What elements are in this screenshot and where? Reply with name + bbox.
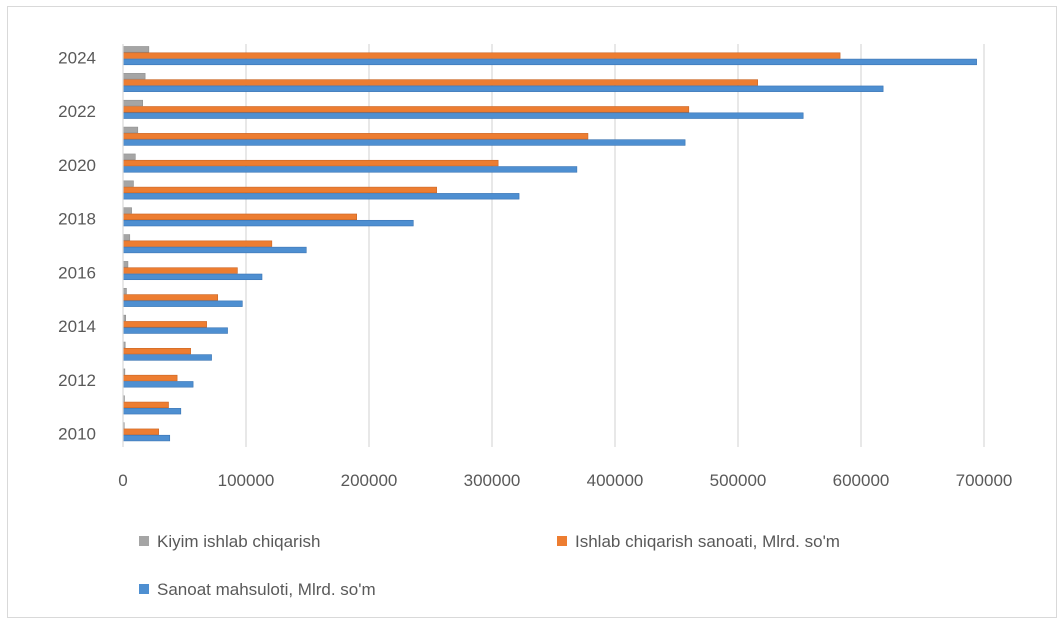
legend-label-sanoat: Sanoat mahsuloti, Mlrd. so'm bbox=[157, 580, 376, 599]
y-tick-label: 2016 bbox=[58, 263, 96, 282]
y-tick-label: 2024 bbox=[58, 48, 96, 67]
legend-swatch-ishlab bbox=[557, 536, 567, 546]
bar-2014-series-2 bbox=[122, 327, 228, 334]
legend-swatch-sanoat bbox=[139, 584, 149, 594]
y-tick-label: 2018 bbox=[58, 210, 96, 229]
bar-2011-series-2 bbox=[122, 408, 182, 415]
bar-2016-series-0 bbox=[122, 261, 129, 268]
x-tick-label: 0 bbox=[118, 471, 127, 490]
bar-2024-series-1 bbox=[122, 52, 841, 59]
y-tick-label: 2014 bbox=[58, 317, 96, 336]
bar-2012-series-2 bbox=[122, 381, 194, 388]
bars bbox=[122, 46, 977, 442]
y-tick-label: 2012 bbox=[58, 371, 96, 390]
gridlines bbox=[245, 44, 985, 447]
legend-label-ishlab: Ishlab chiqarish sanoati, Mlrd. so'm bbox=[575, 532, 840, 551]
x-tick-label: 600000 bbox=[833, 471, 890, 490]
bar-2022-series-0 bbox=[122, 99, 143, 107]
bar-2021-series-1 bbox=[122, 133, 589, 140]
bar-2017-series-0 bbox=[122, 234, 131, 241]
bar-2018-series-0 bbox=[122, 207, 132, 214]
bar-2012-series-1 bbox=[122, 374, 178, 382]
bar-2023-series-1 bbox=[122, 79, 758, 86]
bar-2010-series-2 bbox=[122, 434, 171, 442]
bar-2015-series-2 bbox=[122, 300, 243, 307]
bar-2019-series-0 bbox=[122, 180, 134, 187]
bar-2020-series-0 bbox=[122, 153, 136, 160]
x-tick-label: 700000 bbox=[956, 471, 1013, 490]
bar-2013-series-2 bbox=[122, 354, 212, 361]
bar-2020-series-2 bbox=[122, 166, 578, 173]
bar-2022-series-1 bbox=[122, 106, 690, 113]
bar-2011-series-1 bbox=[122, 401, 169, 409]
bar-2024-series-0 bbox=[122, 46, 150, 53]
bar-2017-series-2 bbox=[122, 246, 307, 254]
bar-2013-series-1 bbox=[122, 348, 191, 355]
legend-swatch-kiyim bbox=[139, 536, 149, 546]
bar-2022-series-2 bbox=[122, 112, 804, 119]
bar-2024-series-2 bbox=[122, 58, 977, 66]
bar-2014-series-1 bbox=[122, 321, 207, 328]
bar-2021-series-0 bbox=[122, 126, 139, 134]
x-tick-label: 200000 bbox=[341, 471, 398, 490]
bar-2023-series-0 bbox=[122, 73, 146, 80]
x-tick-labels: 0 100000 200000 300000 400000 500000 600000 700… bbox=[118, 471, 1012, 490]
bar-2015-series-1 bbox=[122, 294, 219, 301]
bar-2016-series-1 bbox=[122, 267, 238, 274]
x-tick-label: 500000 bbox=[710, 471, 767, 490]
x-tick-label: 300000 bbox=[464, 471, 521, 490]
bar-2018-series-1 bbox=[122, 213, 357, 220]
legend-label-kiyim: Kiyim ishlab chiqarish bbox=[157, 532, 320, 551]
bar-2019-series-1 bbox=[122, 186, 437, 194]
bar-2016-series-2 bbox=[122, 273, 263, 281]
x-tick-label: 100000 bbox=[218, 471, 275, 490]
y-tick-label: 2010 bbox=[58, 425, 96, 444]
x-tick-label: 400000 bbox=[587, 471, 644, 490]
y-tick-label: 2022 bbox=[58, 102, 96, 121]
bar-2023-series-2 bbox=[122, 85, 884, 92]
bar-2020-series-1 bbox=[122, 159, 499, 167]
bar-2017-series-1 bbox=[122, 240, 273, 247]
bar-2021-series-2 bbox=[122, 139, 686, 146]
y-tick-label: 2020 bbox=[58, 156, 96, 175]
bar-2010-series-1 bbox=[122, 428, 159, 435]
bar-2018-series-2 bbox=[122, 219, 414, 227]
y-tick-labels: 2010 2012 2014 2016 2018 2020 2022 2024 bbox=[58, 48, 96, 443]
legend: Kiyim ishlab chiqarish Ishlab chiqarish … bbox=[139, 532, 840, 599]
bar-2019-series-2 bbox=[122, 193, 520, 200]
